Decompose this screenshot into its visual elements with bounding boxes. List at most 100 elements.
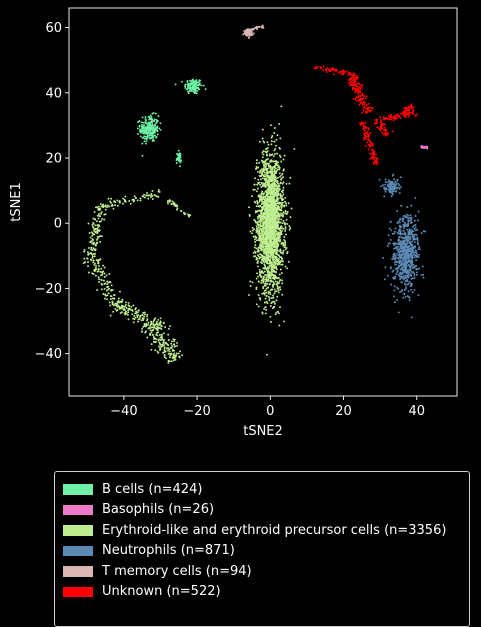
point-unknown [332, 73, 335, 76]
point-b-cells [151, 118, 154, 121]
point-erythroid-like-and-erythroid-precursor-cells [273, 149, 276, 152]
point-neutrophils [407, 270, 410, 273]
point-erythroid-like-and-erythroid-precursor-cells [259, 183, 262, 186]
point-unknown [367, 102, 370, 105]
point-unknown [391, 130, 394, 133]
point-erythroid-like-and-erythroid-precursor-cells [153, 319, 156, 322]
point-erythroid-like-and-erythroid-precursor-cells [159, 347, 162, 350]
point-erythroid-like-and-erythroid-precursor-cells [113, 297, 116, 300]
point-erythroid-like-and-erythroid-precursor-cells [288, 225, 291, 228]
point-erythroid-like-and-erythroid-precursor-cells [127, 318, 130, 321]
point-neutrophils [406, 245, 409, 248]
point-erythroid-like-and-erythroid-precursor-cells [145, 322, 148, 325]
point-erythroid-like-and-erythroid-precursor-cells [281, 227, 283, 230]
point-erythroid-like-and-erythroid-precursor-cells [266, 170, 268, 173]
point-unknown [369, 157, 372, 160]
point-neutrophils [409, 214, 412, 217]
point-erythroid-like-and-erythroid-precursor-cells [158, 322, 161, 325]
point-erythroid-like-and-erythroid-precursor-cells [158, 324, 160, 327]
point-erythroid-like-and-erythroid-precursor-cells [259, 199, 262, 201]
point-erythroid-like-and-erythroid-precursor-cells [111, 288, 114, 291]
point-unknown [360, 122, 363, 124]
point-erythroid-like-and-erythroid-precursor-cells [118, 201, 121, 204]
point-erythroid-like-and-erythroid-precursor-cells [276, 277, 279, 280]
point-neutrophils [405, 213, 408, 216]
point-erythroid-like-and-erythroid-precursor-cells [147, 323, 149, 326]
point-neutrophils [399, 230, 402, 233]
point-erythroid-like-and-erythroid-precursor-cells [262, 285, 265, 288]
point-erythroid-like-and-erythroid-precursor-cells [137, 320, 140, 323]
point-erythroid-like-and-erythroid-precursor-cells [276, 221, 279, 224]
point-erythroid-like-and-erythroid-precursor-cells [276, 163, 279, 166]
point-erythroid-like-and-erythroid-precursor-cells [255, 227, 258, 230]
point-erythroid-like-and-erythroid-precursor-cells [257, 166, 260, 169]
point-neutrophils [399, 242, 402, 245]
point-neutrophils [406, 275, 409, 277]
point-erythroid-like-and-erythroid-precursor-cells [266, 179, 269, 182]
point-erythroid-like-and-erythroid-precursor-cells [269, 245, 272, 248]
point-erythroid-like-and-erythroid-precursor-cells [288, 228, 291, 231]
point-erythroid-like-and-erythroid-precursor-cells [100, 212, 102, 215]
point-neutrophils [410, 229, 413, 232]
point-b-cells [151, 132, 154, 135]
point-unknown [412, 112, 415, 115]
point-unknown [325, 71, 328, 73]
point-b-cells [143, 131, 146, 133]
point-erythroid-like-and-erythroid-precursor-cells [118, 306, 121, 308]
point-erythroid-like-and-erythroid-precursor-cells [146, 313, 149, 316]
point-unknown [388, 114, 390, 117]
point-erythroid-like-and-erythroid-precursor-cells [106, 283, 109, 286]
point-erythroid-like-and-erythroid-precursor-cells [278, 279, 281, 282]
point-unknown [363, 100, 366, 103]
point-b-cells [149, 114, 152, 117]
point-erythroid-like-and-erythroid-precursor-cells [101, 271, 104, 274]
point-erythroid-like-and-erythroid-precursor-cells [273, 187, 276, 190]
point-erythroid-like-and-erythroid-precursor-cells [268, 291, 271, 294]
point-erythroid-like-and-erythroid-precursor-cells [260, 174, 263, 177]
point-erythroid-like-and-erythroid-precursor-cells [158, 334, 161, 336]
point-erythroid-like-and-erythroid-precursor-cells [265, 294, 268, 297]
point-erythroid-like-and-erythroid-precursor-cells [284, 227, 287, 230]
point-erythroid-like-and-erythroid-precursor-cells [134, 316, 137, 319]
point-erythroid-like-and-erythroid-precursor-cells [259, 243, 262, 245]
point-unknown [382, 133, 385, 136]
point-unknown [367, 126, 369, 129]
point-neutrophils [413, 256, 416, 259]
point-erythroid-like-and-erythroid-precursor-cells [92, 217, 95, 220]
point-erythroid-like-and-erythroid-precursor-cells [141, 317, 144, 320]
point-erythroid-like-and-erythroid-precursor-cells [124, 303, 127, 306]
point-erythroid-like-and-erythroid-precursor-cells [265, 287, 268, 290]
point-neutrophils [414, 215, 417, 217]
point-erythroid-like-and-erythroid-precursor-cells [283, 221, 286, 224]
point-unknown [352, 97, 355, 100]
point-erythroid-like-and-erythroid-precursor-cells [266, 176, 269, 179]
point-unknown [358, 89, 360, 92]
point-erythroid-like-and-erythroid-precursor-cells [99, 203, 102, 205]
point-erythroid-like-and-erythroid-precursor-cells [82, 262, 85, 265]
point-unknown [320, 66, 322, 69]
point-erythroid-like-and-erythroid-precursor-cells [270, 279, 273, 282]
point-erythroid-like-and-erythroid-precursor-cells [255, 165, 258, 168]
point-neutrophils [403, 268, 406, 271]
point-erythroid-like-and-erythroid-precursor-cells [260, 195, 263, 198]
point-unknown [364, 145, 367, 147]
point-unknown [360, 123, 363, 126]
point-erythroid-like-and-erythroid-precursor-cells [143, 315, 146, 318]
point-erythroid-like-and-erythroid-precursor-cells [163, 346, 166, 349]
point-b-cells [154, 112, 157, 115]
point-erythroid-like-and-erythroid-precursor-cells [252, 188, 255, 191]
point-erythroid-like-and-erythroid-precursor-cells [272, 238, 275, 241]
point-erythroid-like-and-erythroid-precursor-cells [89, 236, 92, 239]
point-neutrophils [392, 269, 395, 272]
point-erythroid-like-and-erythroid-precursor-cells [282, 201, 284, 204]
point-erythroid-like-and-erythroid-precursor-cells [134, 308, 137, 311]
point-erythroid-like-and-erythroid-precursor-cells [279, 181, 282, 184]
point-erythroid-like-and-erythroid-precursor-cells [277, 289, 280, 292]
point-erythroid-like-and-erythroid-precursor-cells [256, 187, 259, 190]
point-erythroid-like-and-erythroid-precursor-cells [270, 211, 273, 214]
point-neutrophils [398, 275, 401, 277]
point-erythroid-like-and-erythroid-precursor-cells [258, 174, 261, 177]
point-neutrophils [403, 289, 406, 291]
point-b-cells [195, 92, 198, 95]
point-unknown [353, 87, 356, 90]
